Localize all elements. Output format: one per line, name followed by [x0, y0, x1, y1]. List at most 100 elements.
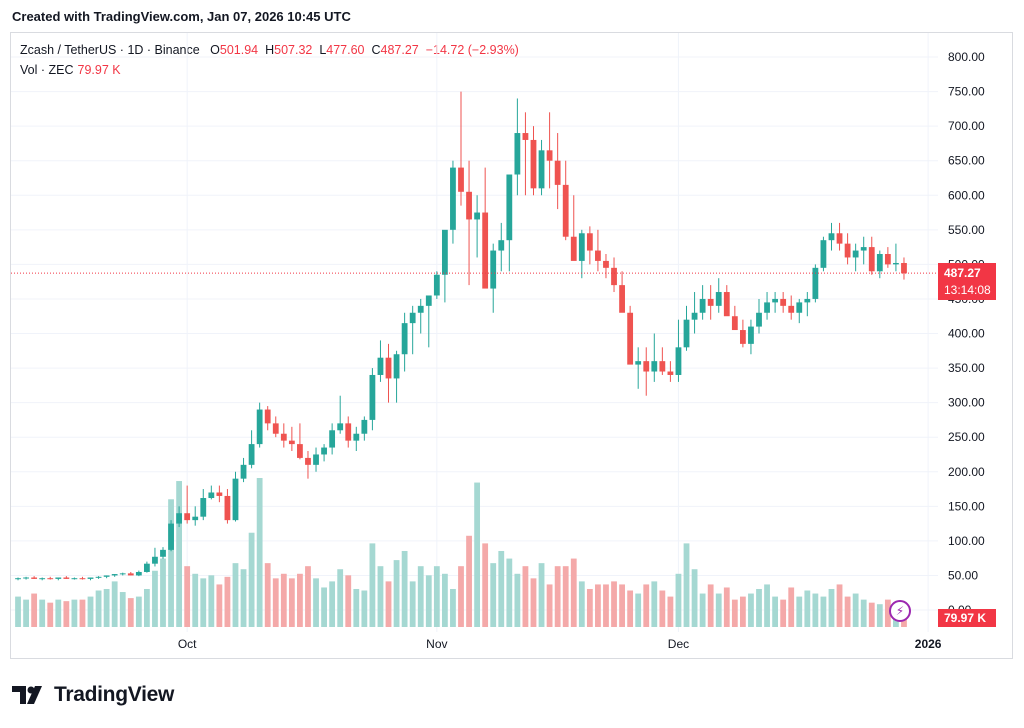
candle-body [71, 578, 78, 580]
candle-body [111, 574, 118, 576]
price-tick-label: 350.00 [948, 361, 985, 375]
volume-bar [748, 593, 754, 627]
volume-bar [611, 581, 617, 627]
volume-bar [739, 596, 746, 627]
high-label: H [265, 43, 275, 57]
candle-body [135, 571, 142, 576]
last-price: 487.27 [944, 266, 981, 281]
price-tick-label: 400.00 [948, 327, 985, 341]
volume-bar [474, 482, 481, 627]
candle-body [95, 576, 102, 578]
volume-bar [385, 581, 392, 627]
price-tick-label: 150.00 [948, 499, 985, 513]
candle-body [868, 247, 875, 272]
candle-body [248, 444, 255, 465]
volume-bar [578, 581, 585, 627]
candle-body [796, 302, 803, 313]
price-tick-label: 600.00 [948, 188, 985, 202]
volume-bar [103, 588, 110, 627]
candle-body [748, 326, 754, 344]
candle-body [458, 167, 464, 192]
volume-bar [433, 566, 440, 627]
volume-bar [441, 573, 448, 627]
candle-body [852, 250, 859, 258]
candle-body [425, 295, 432, 306]
volume-bar [675, 573, 682, 627]
candle-body [377, 357, 384, 375]
candle-body [667, 371, 674, 375]
candle-body [595, 250, 601, 261]
candle-body [611, 267, 617, 286]
volume-bar [31, 593, 38, 627]
candle-body [683, 319, 690, 348]
candle-body [337, 423, 344, 431]
candle-body [184, 513, 191, 521]
volume-bar [715, 593, 722, 627]
candle-body [264, 409, 271, 424]
volume-bar [200, 578, 207, 627]
symbol-title[interactable]: Zcash / TetherUS · 1D · Binance [20, 43, 200, 57]
volume-bar [393, 560, 400, 627]
candle-body [554, 160, 561, 185]
volume-bar [55, 599, 62, 627]
volume-bar [224, 576, 231, 627]
candle-body [482, 212, 489, 289]
candle-body [200, 498, 207, 517]
candle-body [731, 316, 738, 331]
open-value: 501.94 [219, 43, 259, 57]
volume-bar [232, 563, 239, 627]
volume-bar [313, 578, 319, 627]
candle-body [192, 516, 199, 521]
volume-bar [409, 581, 416, 627]
volume-bar [401, 550, 408, 627]
candle-body [417, 305, 424, 313]
candle-body [570, 236, 577, 261]
volume-bar [450, 588, 456, 627]
candle-body [39, 578, 46, 580]
candle-body [401, 323, 408, 355]
ohlc-row: Zcash / TetherUS · 1D · Binance O501.94 … [20, 40, 519, 60]
volume-label[interactable]: Vol · ZEC [20, 63, 74, 77]
candle-body [876, 254, 883, 272]
candle-body [232, 478, 239, 521]
candle-body [836, 233, 843, 244]
lightning-icon[interactable]: ⚡ [889, 600, 911, 622]
volume-bar [804, 590, 811, 627]
candle-body [490, 250, 497, 289]
candle-body [546, 150, 553, 161]
volume-value: 79.97 K [77, 63, 121, 77]
candle-body [691, 312, 698, 320]
candle-body [393, 354, 400, 379]
volume-bar [546, 584, 553, 627]
volume-bar [321, 587, 327, 627]
volume-bar [184, 566, 191, 627]
volume-bar [95, 590, 102, 627]
candle-body [79, 578, 86, 580]
tradingview-logo[interactable]: TradingView [12, 680, 174, 710]
candle-body [812, 267, 819, 299]
volume-bar [297, 573, 303, 627]
candle-body [715, 292, 722, 306]
close-value: 487.27 [380, 43, 419, 57]
candle-body [288, 440, 295, 445]
price-tick-label: 550.00 [948, 223, 985, 237]
volume-bar [691, 569, 698, 627]
candle-body [893, 262, 899, 265]
volume-bar [377, 566, 384, 627]
volume-bar [860, 599, 867, 627]
volume-bar [264, 563, 271, 627]
volume-bar [280, 573, 287, 627]
candle-body [256, 409, 263, 445]
candle-body [297, 444, 303, 458]
volume-bar [305, 566, 311, 627]
volume-bar [152, 570, 158, 627]
volume-bar [272, 578, 279, 627]
volume-bar [884, 599, 891, 627]
volume-bar [506, 558, 513, 627]
volume-bar [683, 543, 690, 627]
candle-body [409, 312, 416, 324]
candle-body [369, 374, 376, 420]
time-tick-label: Nov [426, 637, 447, 651]
volume-bar [844, 596, 851, 627]
